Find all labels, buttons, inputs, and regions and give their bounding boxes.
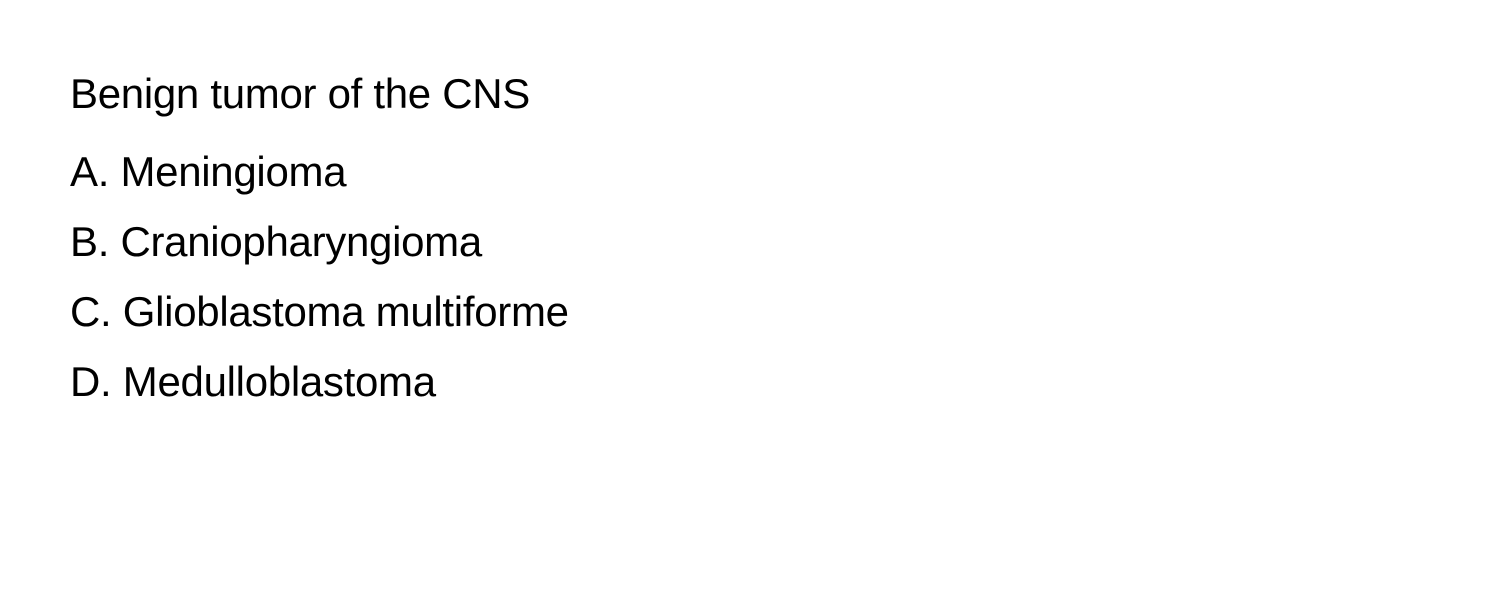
question-text: Benign tumor of the CNS xyxy=(70,70,1500,118)
option-text: Glioblastoma multiforme xyxy=(123,288,569,335)
option-text: Meningioma xyxy=(120,148,346,195)
option-b: B. Craniopharyngioma xyxy=(70,218,1500,266)
option-letter: D. xyxy=(70,358,111,405)
option-text: Medulloblastoma xyxy=(123,358,436,405)
option-a: A. Meningioma xyxy=(70,148,1500,196)
option-letter: A. xyxy=(70,148,109,195)
option-d: D. Medulloblastoma xyxy=(70,358,1500,406)
option-letter: B. xyxy=(70,218,109,265)
option-letter: C. xyxy=(70,288,111,335)
option-text: Craniopharyngioma xyxy=(120,218,481,265)
option-c: C. Glioblastoma multiforme xyxy=(70,288,1500,336)
